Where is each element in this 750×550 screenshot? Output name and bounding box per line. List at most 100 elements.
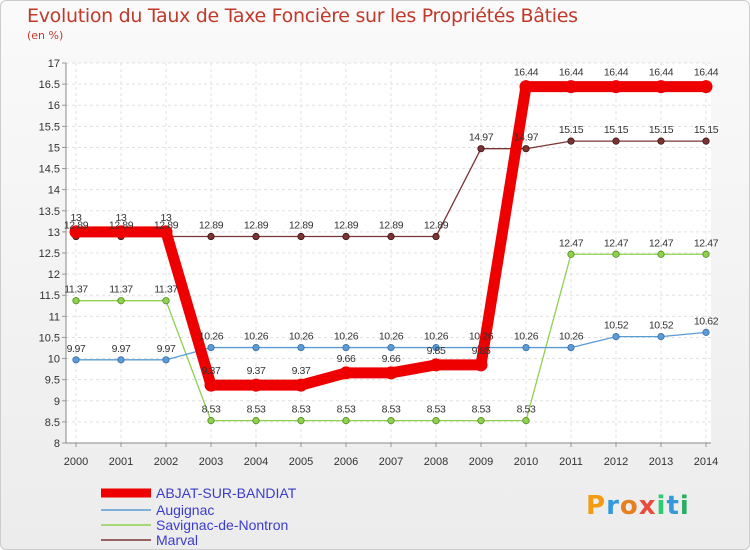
data-label: 12.47 (694, 237, 719, 249)
data-label: 16.44 (514, 67, 539, 79)
data-label: 10.52 (649, 320, 674, 332)
data-label: 12.89 (109, 220, 134, 232)
data-point (162, 356, 170, 364)
data-point (657, 332, 665, 341)
data-point (702, 328, 710, 336)
data-point (342, 232, 350, 241)
data-point (297, 417, 305, 425)
data-point (702, 250, 710, 258)
logo-letter: i (679, 491, 690, 521)
x-tick-label: 2003 (199, 456, 223, 468)
data-label: 10.26 (424, 331, 449, 343)
data-point (252, 343, 260, 352)
y-tick-label: 8.5 (45, 417, 60, 429)
data-label: 11.37 (109, 284, 133, 296)
data-point (429, 358, 443, 372)
x-tick-label: 2012 (604, 456, 628, 468)
data-point (612, 250, 620, 258)
data-label: 9.37 (292, 365, 311, 377)
y-tick-label: 11 (49, 311, 60, 323)
legend-label: ABJAT-SUR-BANDIAT (156, 485, 297, 501)
y-tick-label: 8 (54, 438, 60, 450)
data-label: 14.97 (514, 132, 539, 144)
logo-letter: P (586, 491, 607, 521)
y-tick-label: 10 (48, 354, 60, 366)
data-point (612, 332, 620, 341)
data-label: 10.26 (334, 331, 359, 343)
data-point (297, 232, 305, 241)
x-tick-label: 2007 (379, 456, 403, 468)
y-tick-label: 16 (48, 100, 60, 112)
y-tick-label: 17 (48, 58, 60, 70)
logo-letter: t (666, 491, 680, 521)
data-label: 10.62 (694, 315, 719, 327)
data-point (69, 225, 83, 239)
x-tick-label: 2004 (244, 456, 268, 468)
data-label: 9.85 (472, 345, 491, 357)
data-label: 12.47 (604, 237, 629, 249)
data-point (522, 417, 530, 425)
data-label: 10.26 (244, 331, 269, 343)
data-label: 10.26 (469, 331, 494, 343)
data-label: 15.15 (649, 124, 674, 136)
data-point (117, 297, 125, 305)
data-point (519, 80, 533, 94)
y-tick-label: 10.5 (39, 332, 60, 344)
y-tick-label: 9 (54, 396, 60, 408)
data-point (207, 232, 215, 241)
x-tick-label: 2008 (424, 456, 448, 468)
y-tick-label: 15 (48, 142, 60, 154)
data-point (474, 358, 488, 372)
y-tick-label: 14.5 (39, 164, 60, 176)
data-label: 11.37 (64, 284, 88, 296)
data-point (72, 297, 80, 305)
data-label: 8.53 (202, 404, 221, 416)
data-point (564, 80, 578, 94)
chart-title: Evolution du Taux de Taxe Foncière sur l… (27, 5, 578, 27)
data-label: 9.66 (382, 353, 401, 365)
data-label: 9.37 (247, 365, 266, 377)
legend-label: Marval (156, 532, 198, 548)
data-label: 16.44 (649, 67, 674, 79)
data-label: 12.47 (649, 237, 674, 249)
data-point (339, 366, 353, 380)
data-label: 9.97 (157, 343, 176, 355)
data-label: 13 (116, 212, 127, 224)
data-label: 13 (71, 212, 82, 224)
data-label: 12.89 (244, 220, 269, 232)
data-label: 8.53 (247, 404, 266, 416)
data-point (609, 80, 623, 94)
data-label: 10.26 (199, 331, 224, 343)
data-point (432, 343, 440, 352)
x-tick-label: 2009 (469, 456, 493, 468)
data-label: 12.47 (559, 237, 584, 249)
data-point (477, 417, 485, 425)
y-tick-label: 12.5 (39, 248, 60, 260)
legend-label: Augignac (156, 502, 214, 518)
data-label: 10.26 (514, 331, 539, 343)
data-point (207, 417, 215, 425)
y-tick-label: 12 (48, 269, 60, 281)
logo-letter: x (638, 491, 657, 521)
data-point (702, 137, 710, 145)
logo-letter: i (656, 491, 667, 521)
x-tick-label: 2005 (289, 456, 313, 468)
x-tick-label: 2000 (64, 456, 88, 468)
y-tick-label: 11.5 (39, 290, 60, 302)
data-label: 12.89 (64, 220, 89, 232)
data-point (612, 137, 620, 145)
data-point (207, 343, 215, 352)
data-label: 10.26 (379, 331, 404, 343)
data-label: 15.15 (559, 124, 584, 136)
data-point (72, 356, 80, 364)
legend-label: Savignac-de-Nontron (156, 517, 288, 533)
x-tick-label: 2014 (694, 456, 718, 468)
data-label: 8.53 (292, 404, 311, 416)
data-point (567, 343, 575, 352)
data-point (252, 232, 260, 241)
data-point (432, 232, 440, 241)
data-label: 13 (161, 212, 172, 224)
unit-label: (en %) (27, 29, 64, 42)
